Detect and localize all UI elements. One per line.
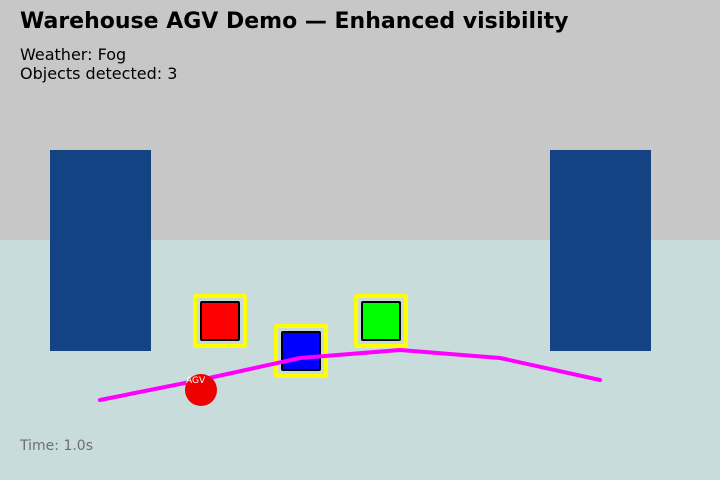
detection-highlight-green bbox=[354, 294, 408, 348]
objects-detected-label: Objects detected: bbox=[20, 64, 163, 83]
weather-label: Weather: bbox=[20, 45, 93, 64]
simulation-time: Time: 1.0s bbox=[20, 437, 93, 455]
objects-detected-status: Objects detected: 3 bbox=[20, 64, 177, 83]
object-box-red bbox=[200, 301, 240, 341]
object-box-green bbox=[361, 301, 401, 341]
weather-status: Weather: Fog bbox=[20, 45, 126, 64]
detection-highlight-red bbox=[193, 294, 247, 348]
shelf-left bbox=[50, 150, 151, 351]
detection-highlight-blue bbox=[274, 324, 328, 378]
agv-label: AGV bbox=[186, 376, 206, 386]
time-value: 1.0s bbox=[63, 438, 93, 454]
agv-vehicle bbox=[185, 374, 217, 406]
page-title: Warehouse AGV Demo — Enhanced visibility bbox=[20, 9, 569, 34]
object-box-blue bbox=[281, 331, 321, 371]
weather-value: Fog bbox=[97, 45, 127, 64]
shelf-right bbox=[550, 150, 651, 351]
agv-planned-path bbox=[98, 348, 602, 402]
time-label: Time: bbox=[20, 438, 59, 454]
objects-detected-count: 3 bbox=[167, 64, 178, 83]
